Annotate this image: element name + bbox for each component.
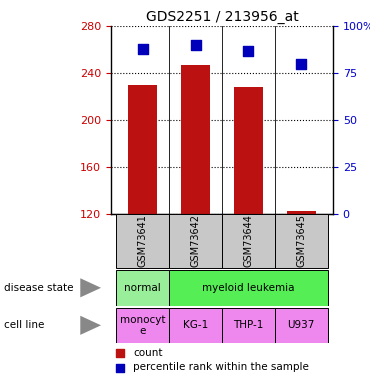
Text: THP-1: THP-1 (233, 320, 263, 330)
Point (298, 61, 304, 67)
Text: GSM73645: GSM73645 (296, 214, 306, 267)
Bar (181, 65, 210, 214)
Bar (116, 308, 169, 343)
Bar (222, 214, 275, 268)
Bar (169, 308, 222, 343)
Point (117, 350, 123, 356)
Text: percentile rank within the sample: percentile rank within the sample (133, 363, 309, 372)
Title: GDS2251 / 213956_at: GDS2251 / 213956_at (146, 10, 298, 24)
Point (117, 364, 123, 370)
Bar (128, 85, 157, 214)
Text: U937: U937 (287, 320, 315, 330)
Point (245, 48, 251, 54)
Point (140, 46, 146, 52)
Text: myeloid leukemia: myeloid leukemia (202, 283, 295, 293)
Bar (169, 270, 328, 306)
Bar (116, 270, 169, 306)
Text: disease state: disease state (4, 283, 73, 293)
Point (193, 42, 199, 48)
Bar (169, 214, 222, 268)
Bar (116, 214, 169, 268)
Bar (275, 214, 328, 268)
Bar (222, 308, 275, 343)
Polygon shape (80, 278, 101, 297)
Text: GSM73644: GSM73644 (243, 214, 253, 267)
Text: GSM73641: GSM73641 (138, 214, 148, 267)
Bar (287, 211, 316, 214)
Text: KG-1: KG-1 (183, 320, 208, 330)
Bar (275, 308, 328, 343)
Text: cell line: cell line (4, 320, 44, 330)
Polygon shape (80, 316, 101, 335)
Text: count: count (133, 348, 163, 358)
Text: normal: normal (124, 283, 161, 293)
Text: GSM73642: GSM73642 (191, 214, 201, 267)
Bar (234, 87, 263, 214)
Text: monocyt
e: monocyt e (120, 315, 165, 336)
